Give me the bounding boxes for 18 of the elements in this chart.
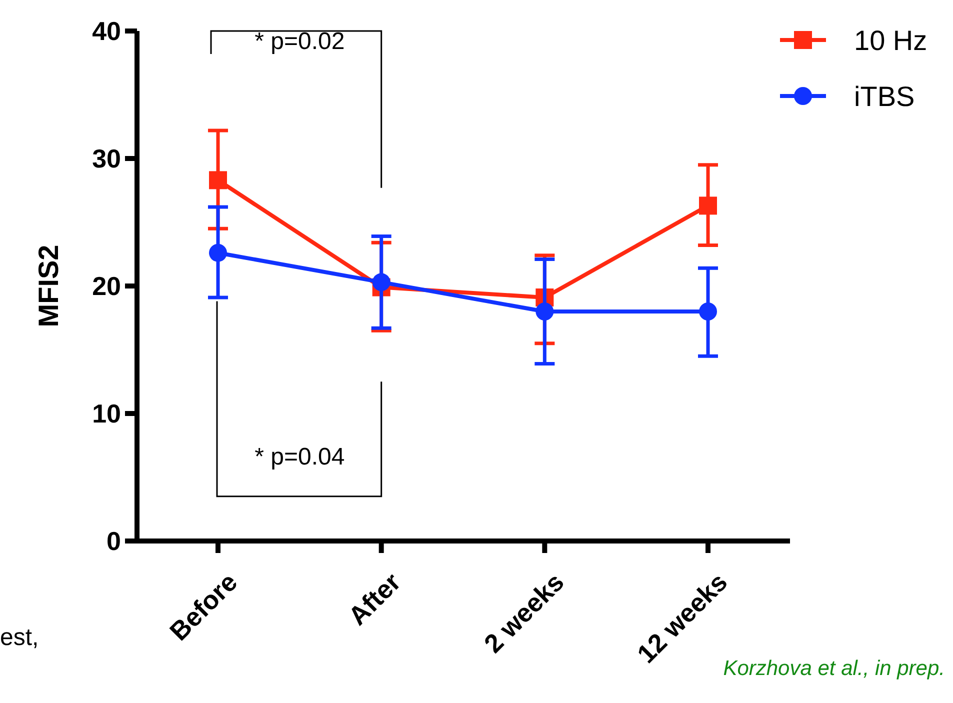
point bbox=[699, 302, 717, 320]
y-tick-label: 30 bbox=[92, 144, 121, 174]
text: est, bbox=[0, 624, 39, 651]
point bbox=[209, 171, 227, 190]
y-tick-label: 20 bbox=[92, 271, 121, 302]
point bbox=[536, 302, 554, 320]
legend-label: iTBS bbox=[854, 80, 915, 112]
y-tick-label: 0 bbox=[106, 526, 121, 556]
y-tick-label: 10 bbox=[92, 398, 121, 429]
point bbox=[699, 196, 717, 215]
annotation: * p=0.02 bbox=[254, 28, 345, 55]
point bbox=[209, 244, 227, 262]
text: Korzhova et al., in prep. bbox=[723, 657, 945, 680]
y-axis-title: MFIS2 bbox=[33, 244, 64, 328]
y-tick-label: 40 bbox=[92, 16, 121, 46]
point bbox=[372, 273, 390, 292]
legend-label: 10 Hz bbox=[854, 24, 928, 56]
annotation: * p=0.04 bbox=[254, 444, 345, 470]
